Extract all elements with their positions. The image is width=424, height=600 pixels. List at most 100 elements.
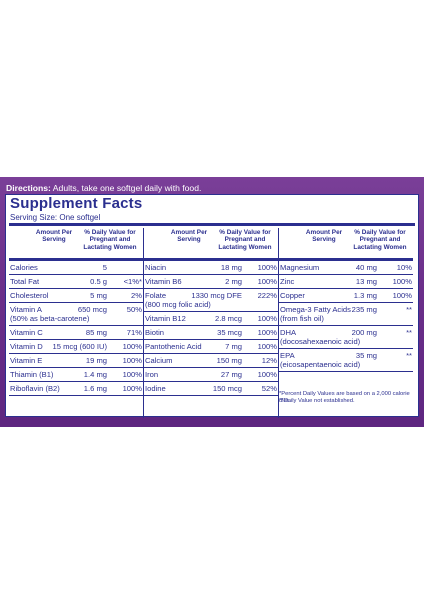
nutrient-dv: 100% xyxy=(122,370,142,379)
nutrient-rows: Magnesium 40 mg 10% Zinc 13 mg 100% Copper 1.3 … xyxy=(279,261,413,372)
serving-size: Serving Size: One softgel xyxy=(10,213,101,222)
nutrient-name: Calories xyxy=(10,263,38,272)
nutrient-dv: ** xyxy=(406,305,412,314)
nutrient-dv: 100% xyxy=(122,342,142,351)
nutrient-dv: 100% xyxy=(257,342,277,351)
nutrient-name: Niacin xyxy=(145,263,167,272)
nutrient-row: Thiamin (B1) 1.4 mg 100% xyxy=(9,368,143,382)
amount-header: Amount Per Serving xyxy=(35,229,73,244)
amount-header: Amount Per Serving xyxy=(170,229,208,244)
nutrient-row: Vitamin E 19 mg 100% xyxy=(9,354,143,368)
nutrient-amount: 150 mg xyxy=(216,356,242,365)
panel-title: Supplement Facts xyxy=(10,195,143,212)
nutrient-row: Vitamin D 15 mcg (600 IU) 100% xyxy=(9,340,143,354)
nutrient-name: Vitamin D xyxy=(10,342,43,351)
column-header: Amount Per Serving % Daily Value for Pre… xyxy=(279,228,413,261)
column-header: Amount Per Serving % Daily Value for Pre… xyxy=(144,228,278,261)
nutrient-name: Iodine xyxy=(145,384,166,393)
nutrient-amount: 27 mg xyxy=(220,370,242,379)
nutrient-amount: 18 mg xyxy=(220,263,242,272)
nutrient-row: EPA 35 mg ** (eicosapentaenoic acid) xyxy=(279,349,413,372)
nutrient-row: Folate 1330 mcg DFE 222% (800 mcg folic aci… xyxy=(144,289,278,312)
nutrient-amount: 19 mg xyxy=(85,356,107,365)
nutrient-row: Magnesium 40 mg 10% xyxy=(279,261,413,275)
nutrient-row: Zinc 13 mg 100% xyxy=(279,275,413,289)
facts-column-2: Amount Per Serving % Daily Value for Pre… xyxy=(144,228,278,418)
dv-header: % Daily Value for Pregnant and Lactating… xyxy=(218,229,272,251)
nutrient-dv: 100% xyxy=(257,328,277,337)
column-divider xyxy=(143,228,144,418)
nutrient-dv: 10% xyxy=(396,263,412,272)
nutrient-note: (docosahexaenoic acid) xyxy=(280,337,361,346)
footnote-percent: *Percent Daily Values are based on a 2,0… xyxy=(279,391,410,404)
nutrient-dv: ** xyxy=(406,351,412,360)
nutrient-dv: 2% xyxy=(131,291,142,300)
nutrient-amount: 1330 mcg DFE xyxy=(191,291,242,300)
nutrient-name: Zinc xyxy=(280,277,295,286)
nutrient-amount: 2.8 mcg xyxy=(214,314,242,323)
nutrient-row: Biotin 35 mcg 100% xyxy=(144,326,278,340)
nutrient-dv: 52% xyxy=(261,384,277,393)
nutrient-amount: 1.3 mg xyxy=(353,291,377,300)
nutrient-name: Calcium xyxy=(145,356,173,365)
nutrient-name: Vitamin A xyxy=(10,305,42,314)
facts-column-1: Amount Per Serving % Daily Value for Pre… xyxy=(9,228,143,418)
column-divider xyxy=(278,228,279,418)
amount-header: Amount Per Serving xyxy=(305,229,343,244)
nutrient-row: Iron 27 mg 100% xyxy=(144,368,278,382)
nutrient-dv: 100% xyxy=(257,277,277,286)
nutrient-dv: 100% xyxy=(392,291,412,300)
nutrient-name: EPA xyxy=(280,351,295,360)
nutrient-dv: 100% xyxy=(257,263,277,272)
nutrient-amount: 0.5 g xyxy=(90,277,107,286)
nutrient-rows: Niacin 18 mg 100% Vitamin B6 2 mg 100% Folate 1… xyxy=(144,261,278,396)
nutrient-dv: <1%* xyxy=(123,277,142,286)
nutrient-row: DHA 200 mg ** (docosahexaenoic acid) xyxy=(279,326,413,349)
nutrient-name: Magnesium xyxy=(280,263,320,272)
dv-header: % Daily Value for Pregnant and Lactating… xyxy=(83,229,137,251)
nutrient-name: Omega-3 Fatty Acids xyxy=(280,305,351,314)
nutrient-amount: 2 mg xyxy=(225,277,242,286)
nutrient-amount: 5 mg xyxy=(90,291,107,300)
nutrient-amount: 85 mg xyxy=(85,328,107,337)
nutrient-name: Vitamin B12 xyxy=(145,314,186,323)
nutrient-amount: 35 mg xyxy=(355,351,377,360)
nutrient-name: Riboflavin (B2) xyxy=(10,384,60,393)
directions-label: Directions: xyxy=(6,183,51,193)
nutrient-row: Vitamin B12 2.8 mcg 100% xyxy=(144,312,278,326)
nutrient-row: Niacin 18 mg 100% xyxy=(144,261,278,275)
nutrient-amount: 40 mg xyxy=(355,263,377,272)
nutrient-name: Iron xyxy=(145,370,159,379)
nutrient-row: Total Fat 0.5 g <1%* xyxy=(9,275,143,289)
directions-body: Adults, take one softgel daily with food… xyxy=(50,183,202,193)
nutrient-row: Riboflavin (B2) 1.6 mg 100% xyxy=(9,382,143,396)
nutrient-note: (eicosapentaenoic acid) xyxy=(280,360,361,369)
nutrient-dv: 100% xyxy=(257,370,277,379)
nutrient-row: Iodine 150 mcg 52% xyxy=(144,382,278,396)
nutrient-name: Vitamin C xyxy=(10,328,43,337)
nutrient-name: DHA xyxy=(280,328,297,337)
nutrient-row: Vitamin A 650 mcg 50% (50% as beta-carotene… xyxy=(9,303,143,326)
footnote-dv: **Daily Value not established. xyxy=(279,398,355,404)
nutrient-amount: 1.4 mg xyxy=(83,370,107,379)
nutrient-amount: 1.6 mg xyxy=(83,384,107,393)
package-label: Directions: Adults, take one softgel dai… xyxy=(0,177,424,427)
nutrient-amount: 35 mcg xyxy=(217,328,242,337)
facts-column-3: Amount Per Serving % Daily Value for Pre… xyxy=(279,228,413,418)
nutrient-note: (800 mcg folic acid) xyxy=(145,300,211,309)
nutrient-name: Copper xyxy=(280,291,305,300)
nutrient-name: Pantothenic Acid xyxy=(145,342,202,351)
nutrient-amount: 15 mcg (600 IU) xyxy=(52,342,107,351)
nutrient-dv: 12% xyxy=(261,356,277,365)
nutrient-amount: 5 xyxy=(102,263,107,272)
column-header: Amount Per Serving % Daily Value for Pre… xyxy=(9,228,143,261)
nutrient-amount: 7 mg xyxy=(225,342,242,351)
nutrient-name: Vitamin B6 xyxy=(145,277,182,286)
nutrient-row: Calories 5 xyxy=(9,261,143,275)
nutrient-row: Pantothenic Acid 7 mg 100% xyxy=(144,340,278,354)
supplement-facts-panel: Supplement Facts Serving Size: One softg… xyxy=(5,194,419,418)
nutrient-dv: 222% xyxy=(257,291,277,300)
nutrient-dv: 100% xyxy=(257,314,277,323)
nutrient-note: (from fish oil) xyxy=(280,314,324,323)
nutrient-note: (50% as beta-carotene) xyxy=(10,314,90,323)
